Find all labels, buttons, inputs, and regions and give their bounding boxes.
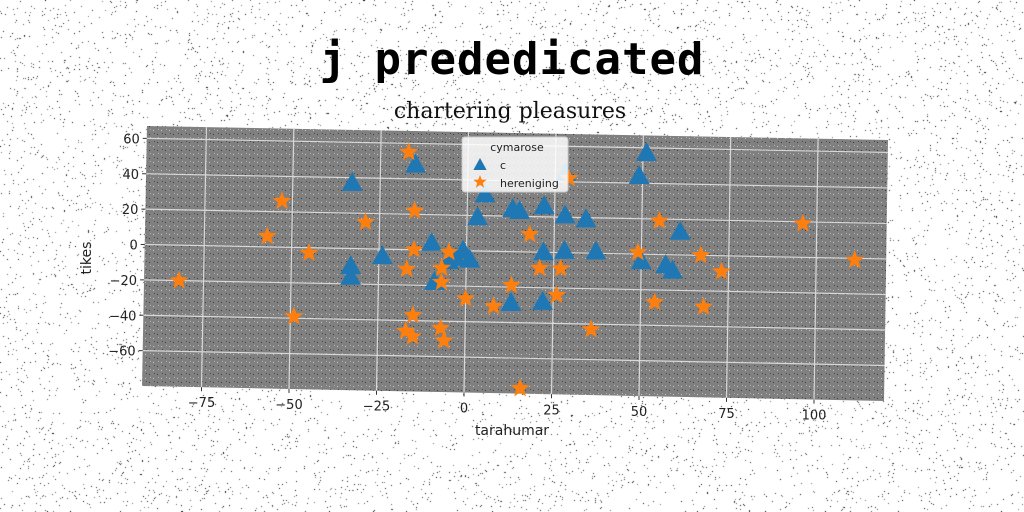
star-marker — [456, 288, 476, 307]
legend-series-label: c — [500, 159, 506, 172]
star-marker — [501, 275, 521, 294]
legend-star-icon — [473, 175, 487, 188]
star-marker — [356, 212, 375, 231]
y-tick-label: 20 — [122, 203, 139, 218]
legend-items: c hereniging — [473, 158, 559, 190]
triangle-marker — [630, 250, 652, 270]
triangle-marker — [459, 248, 481, 268]
star-marker — [397, 259, 417, 278]
triangle-marker — [467, 206, 489, 226]
star-marker — [434, 330, 454, 349]
star-marker — [530, 258, 550, 277]
star-marker — [405, 200, 425, 219]
legend: cymarose c hereniging — [461, 136, 569, 193]
star-marker — [169, 270, 189, 289]
chart-title: chartering pleasures — [394, 99, 626, 124]
triangle-marker — [340, 255, 362, 275]
star-marker — [645, 292, 665, 311]
triangle-marker — [532, 290, 554, 310]
legend-series-label: hereniging — [500, 177, 559, 190]
star-marker — [581, 319, 601, 338]
y-tick-label: −60 — [108, 345, 135, 360]
triangle-marker — [341, 172, 363, 191]
axis-ticks: −75 −50 −25 0 25 50 75 100 −60 −40 −20 0 20 40 60 — [108, 132, 826, 423]
star-marker — [628, 242, 648, 261]
triangle-marker — [554, 204, 576, 224]
star-marker — [431, 272, 451, 291]
star-marker — [299, 243, 319, 262]
y-tick-label: 0 — [129, 239, 137, 254]
y-axis-label: tikes — [79, 242, 95, 275]
grid-line-y — [142, 350, 885, 367]
y-tick-label: −20 — [110, 274, 137, 289]
x-tick-label: −75 — [188, 396, 215, 411]
legend-box — [461, 136, 569, 193]
triangle-marker — [669, 220, 691, 240]
x-tick-label: 0 — [460, 402, 468, 417]
star-marker — [396, 321, 416, 340]
x-tick-label: 25 — [543, 403, 560, 418]
star-marker — [845, 250, 865, 269]
triangle-marker — [340, 265, 362, 285]
x-axis-label: tarahumar — [475, 423, 549, 439]
star-marker — [432, 258, 452, 277]
star-marker — [439, 242, 459, 261]
triangle-marker — [421, 232, 443, 251]
triangle-marker — [500, 292, 522, 311]
star-marker — [403, 326, 422, 345]
grid-line-x — [200, 127, 208, 388]
x-tick-label: 75 — [718, 407, 735, 422]
plot-speckle — [142, 126, 888, 401]
star-marker — [793, 213, 813, 232]
x-tick-label: −25 — [363, 400, 390, 415]
star-marker — [520, 224, 540, 243]
x-tick-label: −50 — [275, 398, 302, 413]
star-marker — [403, 305, 423, 324]
triangle-marker — [553, 239, 575, 259]
triangle-marker — [533, 195, 555, 215]
grid-line-x — [813, 138, 819, 400]
star-marker — [404, 239, 424, 258]
triangle-marker — [662, 259, 684, 279]
star-marker — [257, 226, 277, 245]
grid-line-y — [144, 243, 887, 260]
triangle-marker — [628, 165, 650, 185]
triangle-marker — [509, 200, 531, 219]
triangle-marker — [532, 241, 554, 261]
triangle-marker — [636, 142, 657, 162]
grid-line-y — [143, 314, 886, 331]
star-marker — [712, 261, 731, 280]
star-marker — [551, 258, 571, 277]
star-marker — [510, 378, 530, 397]
star-marker — [284, 306, 304, 325]
triangle-marker — [405, 153, 426, 173]
figure-suptitle: j prededicated — [319, 34, 705, 85]
legend-title: cymarose — [490, 141, 544, 154]
legend-triangle-icon — [473, 158, 487, 171]
x-tick-label: 50 — [631, 405, 648, 420]
y-tick-label: 40 — [123, 168, 140, 183]
triangle-marker — [474, 183, 496, 203]
data-points — [169, 142, 865, 397]
grid-line-x — [725, 137, 732, 398]
star-marker — [399, 142, 419, 161]
triangle-marker — [575, 208, 597, 228]
star-marker — [272, 191, 292, 210]
star-marker — [694, 296, 713, 315]
triangle-marker — [371, 245, 393, 265]
star-marker — [484, 296, 503, 315]
star-marker — [431, 318, 451, 337]
star-marker — [547, 285, 567, 304]
star-marker — [691, 245, 711, 264]
x-tick-label: 100 — [802, 409, 827, 424]
star-marker — [559, 168, 579, 187]
grid-line-x — [288, 128, 295, 389]
y-tick-label: 60 — [123, 132, 140, 147]
triangle-marker — [585, 240, 607, 260]
y-tick-label: −40 — [109, 309, 136, 324]
star-marker — [649, 210, 669, 229]
